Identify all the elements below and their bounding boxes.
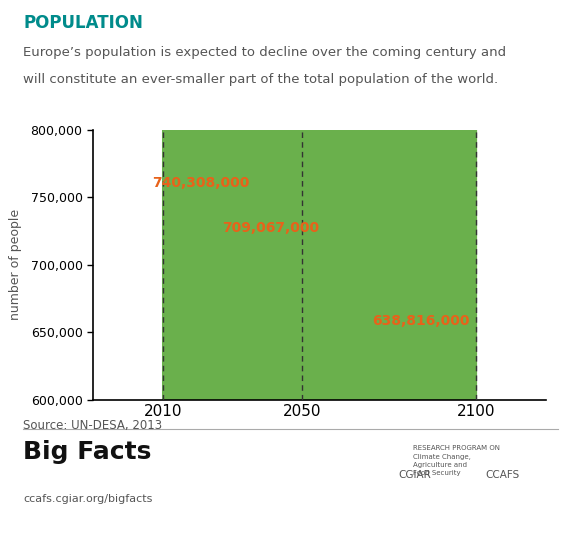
Text: ccafs.cgiar.org/bigfacts: ccafs.cgiar.org/bigfacts	[23, 494, 153, 504]
Text: Source: UN-DESA, 2013: Source: UN-DESA, 2013	[23, 418, 162, 431]
Text: CCAFS: CCAFS	[485, 470, 519, 480]
Text: Europe’s population is expected to decline over the coming century and: Europe’s population is expected to decli…	[23, 46, 507, 59]
Text: POPULATION: POPULATION	[23, 14, 143, 31]
Text: 638,816,000: 638,816,000	[372, 314, 469, 328]
Text: RESEARCH PROGRAM ON
Climate Change,
Agriculture and
Food Security: RESEARCH PROGRAM ON Climate Change, Agri…	[413, 446, 500, 476]
Text: 709,067,000: 709,067,000	[222, 221, 319, 235]
Y-axis label: number of people: number of people	[9, 209, 22, 320]
Text: will constitute an ever-smaller part of the total population of the world.: will constitute an ever-smaller part of …	[23, 73, 498, 86]
Text: Big Facts: Big Facts	[23, 440, 152, 464]
Text: CGIAR: CGIAR	[398, 470, 431, 480]
Text: 740,308,000: 740,308,000	[152, 177, 250, 191]
